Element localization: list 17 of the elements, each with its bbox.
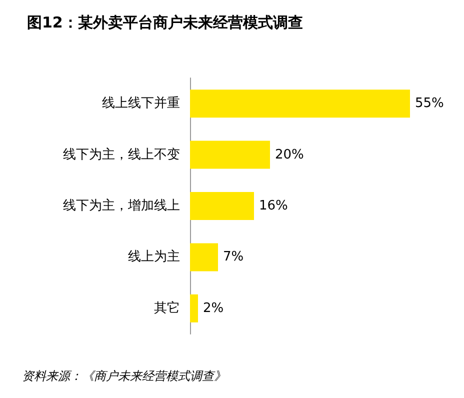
y-tick-label: 线下为主，线上不变	[63, 146, 180, 162]
bar	[190, 90, 410, 118]
y-tick-label: 线上为主	[128, 248, 180, 265]
data-label: 55%	[415, 96, 444, 112]
data-label: 16%	[259, 198, 288, 214]
bar	[190, 140, 270, 169]
bar	[190, 243, 218, 272]
bar	[190, 192, 254, 220]
data-label: 20%	[275, 147, 304, 162]
data-label: 2%	[203, 300, 224, 316]
chart-title: 图12：某外卖平台商户未来经营模式调查	[27, 14, 303, 32]
bar	[190, 294, 198, 322]
text: 资料来源：《商户未来经营模式调查》	[22, 369, 226, 383]
data-label: 7%	[223, 250, 244, 265]
y-tick-label: 线下为主，增加线上	[63, 198, 180, 214]
y-tick-label: 线上线下并重	[102, 96, 180, 112]
y-tick-label: 其它	[154, 300, 180, 316]
